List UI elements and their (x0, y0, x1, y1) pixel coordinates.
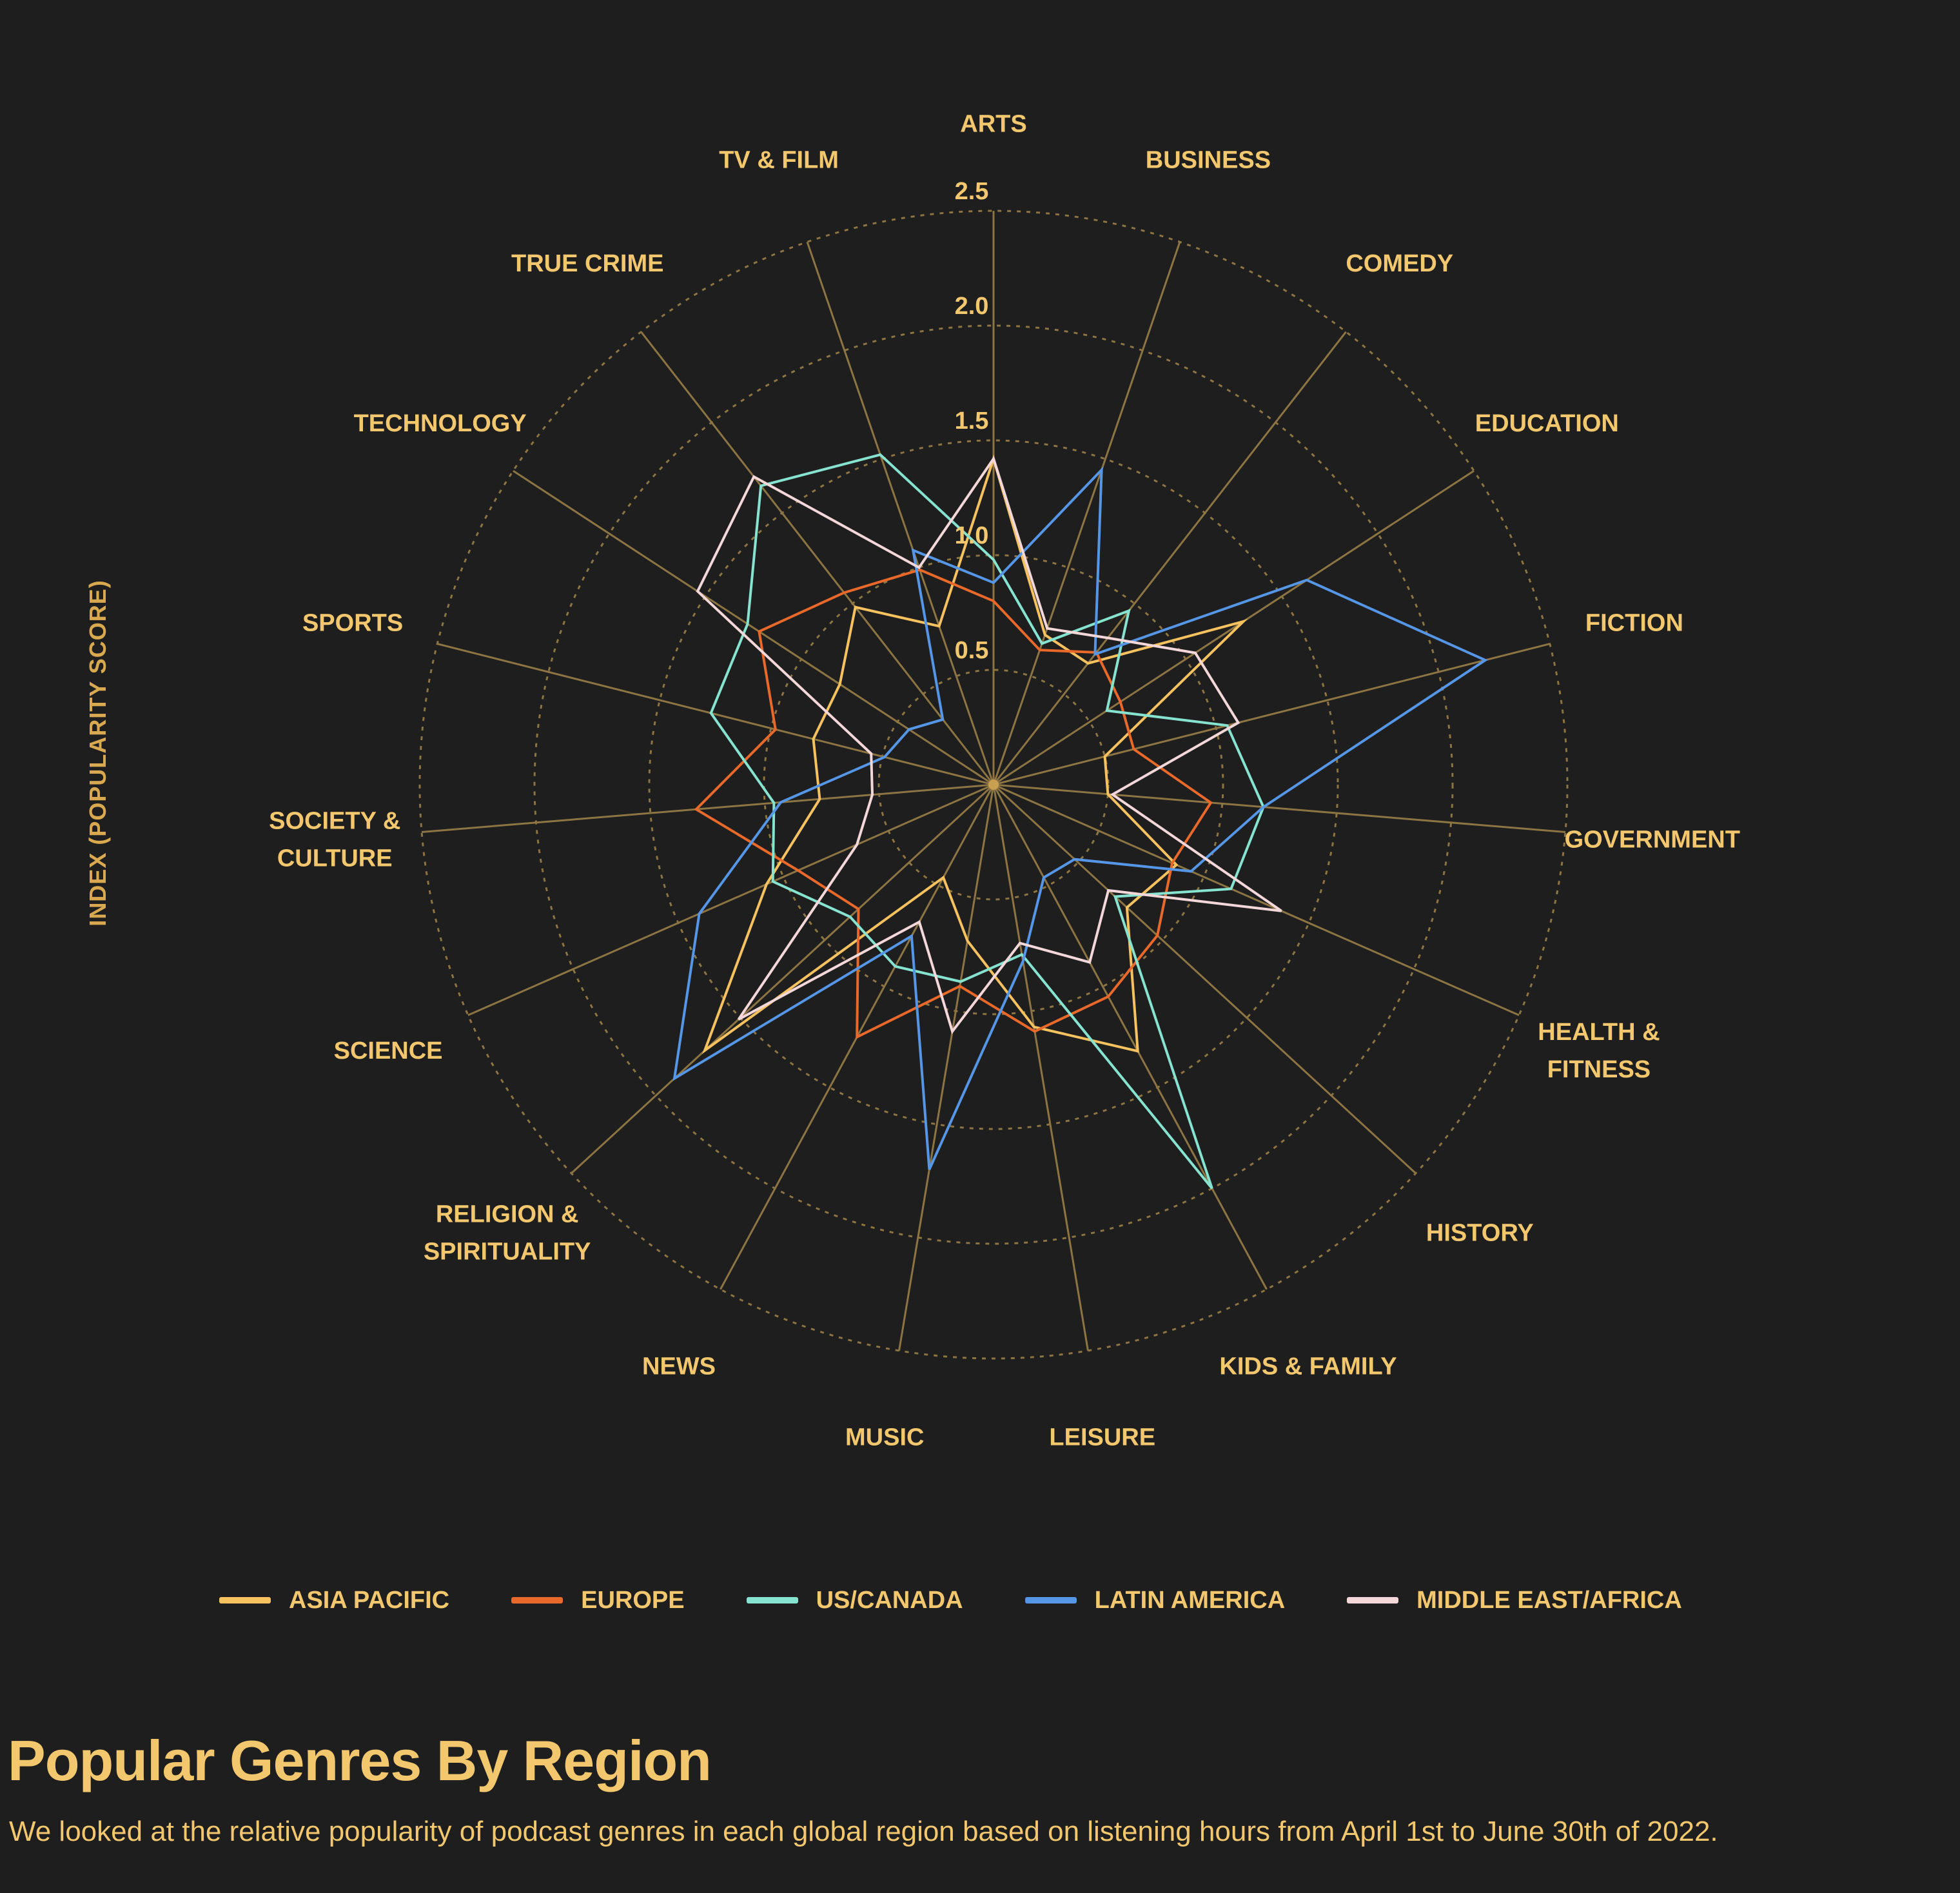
axis-spoke (992, 241, 1181, 785)
category-label: GOVERNMENT (1565, 827, 1740, 854)
axis-spoke (806, 241, 995, 785)
axis-spokes (421, 211, 1566, 1351)
axis-spoke (993, 469, 1475, 786)
category-label: HEALTH & FITNESS (1538, 1019, 1660, 1083)
category-label: KIDS & FAMILY (1219, 1353, 1396, 1380)
tick-label: 2.0 (955, 293, 989, 320)
legend-label: ASIA PACIFIC (289, 1586, 450, 1614)
radial-tick-labels: 0.5 1.0 1.5 2.0 2.5 (955, 178, 989, 664)
tick-label: 1.0 (955, 522, 989, 549)
legend: ASIA PACIFIC EUROPE US/CANADA LATIN AMERICA… (219, 1581, 1805, 1620)
axis-spoke (467, 783, 994, 1016)
series-line (694, 568, 1213, 1039)
axis-spoke (993, 783, 1520, 1016)
axis-spoke (898, 784, 995, 1351)
center-dot (988, 780, 999, 790)
category-label: FICTION (1585, 609, 1683, 636)
axis-spoke (992, 784, 1268, 1290)
axis-spoke (421, 783, 994, 833)
category-label: RELIGION & SPIRITUALITY (424, 1201, 591, 1265)
legend-item: LATIN AMERICA (1024, 1586, 1286, 1614)
axis-spoke (993, 783, 1566, 833)
category-label: HISTORY (1426, 1219, 1534, 1246)
category-label: EDUCATION (1475, 410, 1619, 437)
category-label: TRUE CRIME (511, 250, 663, 277)
legend-label: LATIN AMERICA (1094, 1586, 1286, 1614)
axis-spoke (436, 643, 994, 786)
grid-ring (763, 554, 1224, 1015)
axis-spoke (992, 783, 1416, 1174)
category-label: BUSINESS (1146, 146, 1271, 173)
category-labels: ARTS BUSINESS COMEDY EDUCATION FICTION GOVERN… (269, 111, 1740, 1451)
chart-title: Popular Genres By Region (8, 1729, 712, 1792)
axis-spoke (993, 643, 1551, 786)
category-label: ARTS (960, 111, 1026, 138)
chart-subtitle: We looked at the relative popularity of … (9, 1816, 1718, 1847)
legend-swatch (219, 1597, 271, 1604)
grid-ring (418, 210, 1569, 1360)
category-label: NEWS (642, 1353, 716, 1380)
legend-item: EUROPE (511, 1586, 685, 1614)
legend-item: US/CANADA (746, 1586, 963, 1614)
category-label: MUSIC (845, 1424, 924, 1451)
series-line (701, 454, 1248, 1054)
grid-ring (648, 439, 1339, 1130)
legend-item: MIDDLE EAST/AFRICA (1347, 1587, 1682, 1614)
category-label: TV & FILM (719, 146, 839, 173)
category-label: LEISURE (1049, 1424, 1155, 1451)
axis-spoke (992, 331, 1347, 785)
tick-label: 2.5 (955, 178, 989, 205)
tick-label: 1.5 (955, 407, 989, 435)
axis-spoke (571, 783, 995, 1174)
legend-label: EUROPE (581, 1586, 685, 1614)
y-axis-label: INDEX (POPULARITY SCORE) (84, 580, 111, 926)
category-label: TECHNOLOGY (354, 410, 527, 437)
category-label: SOCIETY & CULTURE (269, 808, 400, 872)
axis-spoke (513, 469, 994, 786)
series-line (672, 466, 1488, 1170)
category-label: SPORTS (302, 609, 403, 636)
legend-label: MIDDLE EAST/AFRICA (1416, 1586, 1682, 1614)
series-line (696, 455, 1282, 1035)
legend-swatch (511, 1597, 564, 1604)
legend-swatch (1347, 1597, 1399, 1604)
category-label: COMEDY (1346, 250, 1453, 277)
series-line (709, 453, 1265, 1190)
category-label: SCIENCE (334, 1037, 443, 1064)
series-lines (672, 453, 1488, 1190)
tick-label: 0.5 (955, 637, 989, 664)
legend-label: US/CANADA (816, 1586, 963, 1614)
axis-spoke (992, 784, 1089, 1351)
legend-item: ASIA PACIFIC (219, 1587, 449, 1614)
legend-swatch (1024, 1597, 1077, 1604)
grid-ring (533, 324, 1454, 1245)
legend-swatch (746, 1597, 798, 1604)
axis-spoke (640, 331, 995, 785)
